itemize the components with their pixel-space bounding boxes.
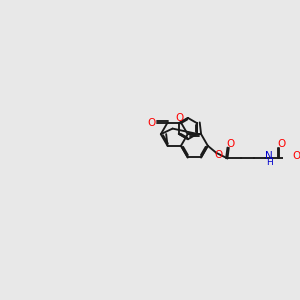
Text: O: O — [214, 150, 222, 160]
Text: H: H — [266, 158, 272, 167]
Text: N: N — [265, 151, 273, 161]
Text: O: O — [176, 112, 184, 122]
Text: O: O — [148, 118, 156, 128]
Text: O: O — [277, 139, 285, 148]
Text: O: O — [226, 139, 235, 148]
Text: O: O — [292, 151, 300, 161]
